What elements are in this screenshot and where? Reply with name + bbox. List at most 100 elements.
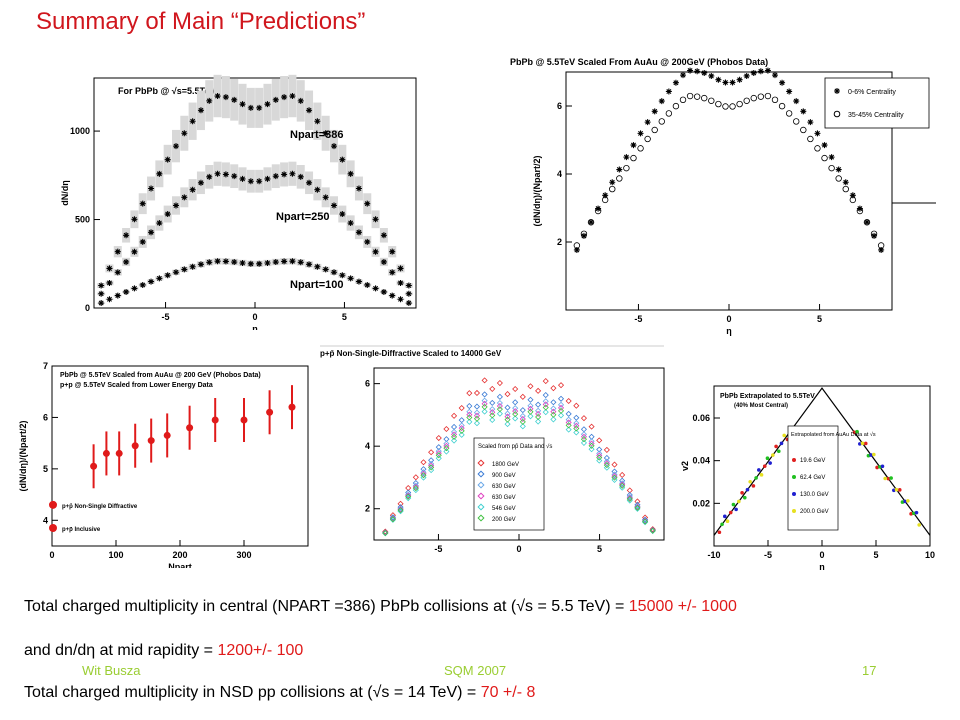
chart-1-point-0-20 <box>264 101 271 108</box>
chart-1-x-axis-label: η <box>252 324 258 330</box>
chart-5-xtick-label-0: -10 <box>707 550 720 560</box>
chart-4-point-4-16 <box>504 421 511 428</box>
chart-4-legend-label-0: 1800 GeV <box>492 462 519 468</box>
chart-5-point-0-9 <box>875 465 879 470</box>
chart-4-point-1-8 <box>443 436 450 443</box>
chart-4-legend-label-1: 900 GeV <box>492 473 516 479</box>
chart-2-point-0-36 <box>828 154 835 161</box>
chart-4-point-1-26 <box>580 426 587 433</box>
chart-4-point-5-8 <box>443 445 450 452</box>
chart-1-point-0-8 <box>164 156 171 163</box>
chart-4-point-4-20 <box>535 418 542 425</box>
chart-5-legend-label-1: 62.4 GeV <box>800 475 825 481</box>
chart-2-point-1-8 <box>630 154 637 162</box>
chart-1-point-2-14 <box>214 258 221 265</box>
chart-4-point-2-21 <box>542 398 549 405</box>
chart-1-point-0-32 <box>364 200 371 207</box>
chart-1-point-2-13 <box>206 259 213 266</box>
chart-4-point-4-12 <box>473 420 481 427</box>
chart-4-point-3-4 <box>412 483 419 490</box>
chart-4-point-0-28 <box>596 437 603 444</box>
chart-4-point-5-30 <box>611 474 618 481</box>
chart-4-point-0-2 <box>397 500 404 507</box>
chart-4-point-3-31 <box>619 481 626 488</box>
chart-2-point-1-20 <box>715 100 722 108</box>
chart-3-xtick-label-2: 200 <box>172 550 187 560</box>
chart-3-svg: 0 100 200 300 4 5 6 7 Npart (dN/dη)/(Npart/2) PbPb… <box>18 361 309 572</box>
chart-4-point-1-21 <box>542 392 549 399</box>
chart-4-point-0-33 <box>634 498 641 505</box>
chart-2-x-axis-label: η <box>726 326 732 336</box>
chart-5-xtick-label-2: 0 <box>819 550 824 560</box>
chart-2-point-1-7 <box>623 164 630 172</box>
chart-4-legend <box>473 437 545 531</box>
chart-2-point-0-11 <box>651 108 658 115</box>
chart-2-point-1-28 <box>771 96 779 104</box>
chart-4-point-1-22 <box>550 399 557 406</box>
chart-1-point-1-14 <box>214 170 221 177</box>
chart-1-point-0-21 <box>272 96 279 103</box>
chart-1-point-1-22 <box>281 171 288 178</box>
chart-4-point-1-25 <box>573 414 580 421</box>
chart-4-point-3-5 <box>420 470 427 477</box>
chart-4-point-0-13 <box>481 377 488 384</box>
chart-2-point-1-27 <box>764 92 772 100</box>
chart-2-point-1-18 <box>701 94 708 102</box>
chart-5-point-3-0 <box>725 519 730 523</box>
chart-3-xtick-label-0: 0 <box>49 550 54 560</box>
chart-5-point-1-2 <box>742 495 747 500</box>
chart-3-pp-point-1 <box>49 524 57 532</box>
chart-1-point-0-2 <box>114 248 121 255</box>
chart-2-point-0-12 <box>658 98 665 105</box>
chart-5: -10 -5 0 5 10 0.02 0.04 0.06 η v2 PbPb Extrapolate… <box>676 376 938 572</box>
slide-title: Summary of Main “Predictions” <box>36 8 366 35</box>
chart-4-point-4-17 <box>512 415 519 422</box>
chart-2-point-0-23 <box>736 76 743 83</box>
text-line-1-value: 15000 +/- 1000 <box>628 598 737 615</box>
chart-1-point-1-8 <box>164 211 171 218</box>
chart-2-point-1-38 <box>842 185 849 193</box>
chart-2-point-0-18 <box>701 69 708 76</box>
chart-1-point-0-34 <box>380 232 387 239</box>
chart-5-point-2-5 <box>779 441 784 446</box>
chart-4-point-5-2 <box>397 507 404 514</box>
chart-1: -5 0 5 0 500 1000 η dN/dη For PbPb @ √s=5.5TeV Np… <box>58 70 426 334</box>
chart-3-point-0 <box>90 462 98 470</box>
chart-1-point-2-16 <box>231 259 238 266</box>
chart-5-point-0-5 <box>774 444 778 449</box>
chart-2-legend <box>824 77 930 129</box>
chart-3-point-7 <box>211 416 219 424</box>
chart-5-point-3-9 <box>883 476 887 481</box>
chart-1-point-2-35 <box>389 292 396 299</box>
chart-1-point-0-36 <box>397 265 404 272</box>
chart-5-point-0-3 <box>751 484 756 488</box>
chart-4-point-1-5 <box>420 466 427 473</box>
chart-4-point-5-4 <box>412 485 419 492</box>
chart-2-point-0-1 <box>580 232 587 239</box>
chart-4-point-3-29 <box>603 460 610 467</box>
chart-4-point-0-25 <box>573 402 580 409</box>
chart-2-point-1-6 <box>616 175 623 182</box>
chart-2-point-0-22 <box>729 79 736 86</box>
chart-4-point-0-6 <box>428 449 435 456</box>
chart-4-legend-marker-3 <box>477 492 485 500</box>
chart-5-legend <box>787 425 839 531</box>
chart-2-xtick-label-1: 0 <box>726 314 731 324</box>
chart-1-point-1-7 <box>156 220 163 227</box>
chart-2-point-1-25 <box>750 94 757 102</box>
chart-4-legend-label-4: 546 GeV <box>492 506 516 512</box>
chart-5-y-axis-label: v2 <box>680 461 690 471</box>
chart-1-series-label-2: Npart=100 <box>290 279 344 291</box>
chart-4-point-5-25 <box>573 425 580 432</box>
chart-1-point-2-15 <box>222 258 229 265</box>
chart-4-point-5-9 <box>451 433 458 440</box>
chart-4-legend-label-3: 630 GeV <box>492 495 516 501</box>
chart-2-point-1-42 <box>870 230 878 237</box>
chart-4-point-2-5 <box>420 469 427 476</box>
chart-5-point-0-7 <box>852 430 857 435</box>
chart-2-legend-label-1: 35-45% Centrality <box>848 112 904 119</box>
chart-4-xtick-label-1: 0 <box>516 544 521 554</box>
chart-2-point-1-16 <box>686 92 694 100</box>
chart-4-point-5-23 <box>557 407 565 414</box>
chart-1-point-0-30 <box>347 170 354 177</box>
